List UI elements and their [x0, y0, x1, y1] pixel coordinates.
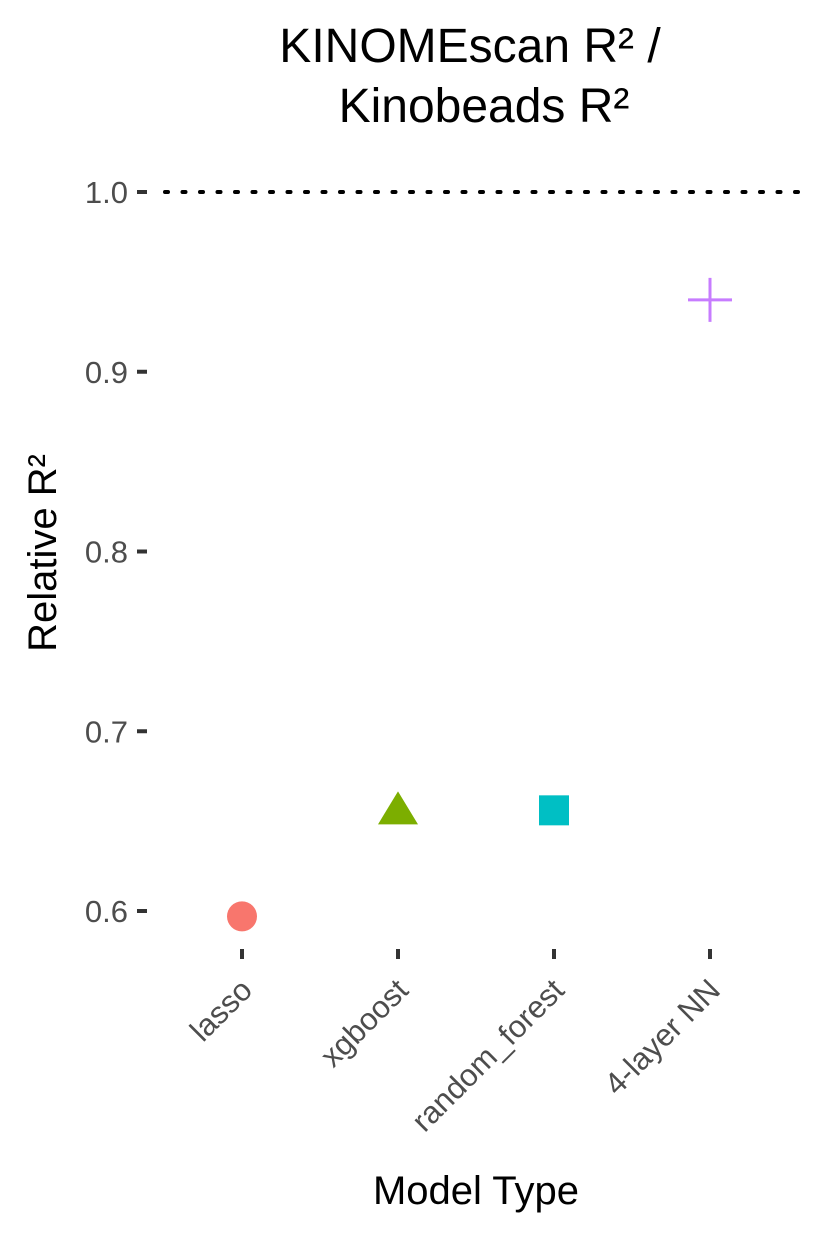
data-points — [227, 277, 732, 932]
y-axis-title: Relative R² — [21, 454, 65, 652]
point-lasso — [227, 901, 257, 932]
x-tick-label: random_forest — [405, 972, 571, 1138]
x-tick-label: 4-layer NN — [597, 972, 727, 1102]
y-tick-label: 0.8 — [85, 535, 128, 570]
x-tick-label: xgboost — [313, 972, 415, 1074]
point-random-forest — [539, 795, 569, 826]
x-tick-label: lasso — [183, 972, 259, 1048]
y-tick-label: 0.6 — [85, 894, 128, 929]
y-tick-label: 1.0 — [85, 175, 128, 210]
chart-title-line-1: KINOMEscan R² / — [279, 20, 661, 73]
point-xgboost — [378, 791, 418, 825]
x-axis-title: Model Type — [373, 1169, 579, 1213]
y-tick-label: 0.9 — [85, 355, 128, 390]
y-tick-label: 0.7 — [85, 714, 128, 749]
chart-title-line-2: Kinobeads R² — [339, 80, 630, 133]
point-4-layer-nn — [688, 277, 732, 322]
y-axis: 0.6 0.7 0.8 0.9 1.0 — [85, 175, 147, 929]
